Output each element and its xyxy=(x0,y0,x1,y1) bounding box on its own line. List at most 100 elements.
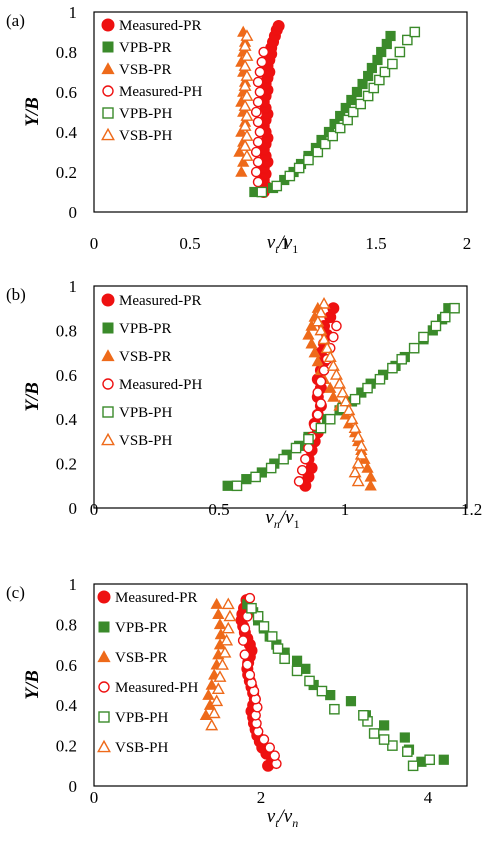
x-tick-label: 1 xyxy=(341,500,350,519)
data-point xyxy=(240,69,254,81)
y-tick-label: 1 xyxy=(69,3,78,22)
y-tick-label: 0.2 xyxy=(56,455,77,474)
data-point xyxy=(233,145,246,157)
y-axis-label: Y/B xyxy=(22,382,43,412)
data-point xyxy=(329,368,343,380)
data-point xyxy=(296,464,308,476)
legend-marker xyxy=(97,739,111,753)
x-tick-label: 0.5 xyxy=(208,500,229,519)
y-tick-label: 1 xyxy=(69,575,78,594)
data-point xyxy=(238,79,252,91)
series-vsb-ph xyxy=(311,297,368,487)
y-tick-label: 0 xyxy=(69,499,78,518)
data-point xyxy=(339,394,353,407)
data-point xyxy=(333,376,347,389)
legend-label: VPB-PR xyxy=(119,321,172,337)
series-vpb-ph xyxy=(246,602,436,772)
data-point xyxy=(439,311,451,323)
plot-frame xyxy=(93,583,468,787)
data-point xyxy=(317,297,331,309)
legend-marker xyxy=(98,621,110,633)
data-point xyxy=(379,720,390,731)
x-tick-label: 2 xyxy=(257,788,266,807)
data-point xyxy=(252,136,264,148)
data-point xyxy=(202,688,215,700)
x-tick-label: 0.5 xyxy=(179,234,200,253)
data-point xyxy=(220,633,234,646)
x-tick-label: 0 xyxy=(90,234,99,253)
data-point xyxy=(358,710,369,721)
legend: Measured-PR VPB-PR VSB-PR Measured-PH VPB-PH… xyxy=(97,590,198,756)
data-point xyxy=(336,385,350,398)
legend-label: Measured-PR xyxy=(119,18,202,34)
y-tick-label: 0.6 xyxy=(56,656,77,675)
data-point xyxy=(302,328,315,340)
data-point xyxy=(324,413,336,425)
data-point xyxy=(205,718,219,731)
data-point xyxy=(303,154,314,166)
data-point xyxy=(396,353,408,365)
data-point xyxy=(424,754,436,766)
legend-marker xyxy=(101,127,115,141)
data-point xyxy=(231,480,243,492)
y-tick-label: 1 xyxy=(69,277,78,296)
series-measured-ph xyxy=(293,320,342,487)
data-point xyxy=(240,109,254,121)
data-point xyxy=(205,678,218,690)
legend-marker xyxy=(102,41,114,53)
data-point xyxy=(237,155,250,167)
legend-label: VSB-PR xyxy=(119,62,172,78)
data-point xyxy=(239,649,251,661)
data-point xyxy=(349,393,361,405)
data-point xyxy=(315,422,327,434)
data-point xyxy=(240,89,254,101)
data-point xyxy=(362,382,373,394)
data-point xyxy=(272,20,285,32)
data-point xyxy=(323,350,337,362)
data-point xyxy=(364,479,377,491)
data-point xyxy=(240,29,254,41)
data-point xyxy=(269,750,280,762)
data-point xyxy=(237,635,249,646)
data-point xyxy=(387,740,398,751)
data-point xyxy=(368,82,380,94)
legend-marker xyxy=(101,432,115,446)
legend-marker xyxy=(102,378,114,390)
data-point xyxy=(235,165,248,177)
legend-label: VSB-PR xyxy=(115,650,168,666)
y-tick-label: 0.8 xyxy=(56,615,77,634)
data-point xyxy=(279,653,290,665)
x-tick-label: 4 xyxy=(424,788,433,807)
data-point xyxy=(351,430,365,442)
data-point xyxy=(250,106,262,118)
data-point xyxy=(327,130,339,142)
data-point xyxy=(256,56,268,68)
data-point xyxy=(214,628,227,640)
data-point xyxy=(252,76,264,88)
data-point xyxy=(379,66,391,78)
data-point xyxy=(324,381,337,393)
x-tick-label: 1 xyxy=(281,234,290,253)
data-point xyxy=(418,331,429,343)
legend-label: Measured-PH xyxy=(119,377,202,393)
y-tick-label: 0 xyxy=(69,777,78,796)
data-point xyxy=(238,119,252,131)
legend-marker xyxy=(97,650,111,663)
y-axis-label: Y/B xyxy=(22,97,43,127)
data-point xyxy=(235,125,248,137)
data-point xyxy=(449,302,460,314)
data-point xyxy=(303,442,314,454)
data-point xyxy=(315,398,327,409)
data-point xyxy=(266,631,278,642)
data-point xyxy=(319,138,331,150)
data-point xyxy=(351,456,365,469)
data-point xyxy=(244,669,256,681)
series-measured-ph xyxy=(250,46,270,188)
data-point xyxy=(211,682,225,694)
data-point xyxy=(303,433,314,445)
series-vsb-ph xyxy=(205,597,237,731)
legend-marker xyxy=(102,107,114,119)
y-tick-label: 0.8 xyxy=(56,43,77,62)
data-point xyxy=(317,332,331,345)
